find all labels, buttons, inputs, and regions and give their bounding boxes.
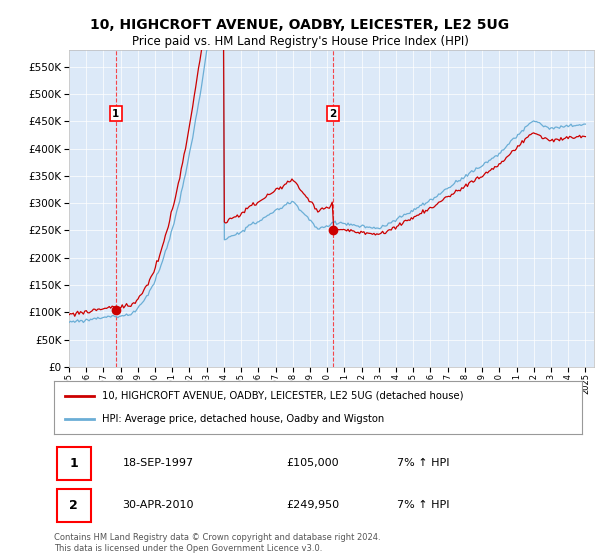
FancyBboxPatch shape: [56, 447, 91, 480]
Text: 10, HIGHCROFT AVENUE, OADBY, LEICESTER, LE2 5UG: 10, HIGHCROFT AVENUE, OADBY, LEICESTER, …: [91, 18, 509, 32]
Text: Contains HM Land Registry data © Crown copyright and database right 2024.
This d: Contains HM Land Registry data © Crown c…: [54, 533, 380, 553]
Text: 1: 1: [112, 109, 119, 119]
Text: 2: 2: [329, 109, 337, 119]
Text: £249,950: £249,950: [286, 501, 340, 510]
Text: 18-SEP-1997: 18-SEP-1997: [122, 459, 194, 468]
Text: 2: 2: [69, 499, 78, 512]
Text: 7% ↑ HPI: 7% ↑ HPI: [397, 501, 450, 510]
Text: HPI: Average price, detached house, Oadby and Wigston: HPI: Average price, detached house, Oadb…: [101, 414, 384, 424]
Text: 30-APR-2010: 30-APR-2010: [122, 501, 194, 510]
Text: 7% ↑ HPI: 7% ↑ HPI: [397, 459, 450, 468]
FancyBboxPatch shape: [56, 488, 91, 522]
Text: Price paid vs. HM Land Registry's House Price Index (HPI): Price paid vs. HM Land Registry's House …: [131, 35, 469, 49]
Text: £105,000: £105,000: [286, 459, 339, 468]
Text: 10, HIGHCROFT AVENUE, OADBY, LEICESTER, LE2 5UG (detached house): 10, HIGHCROFT AVENUE, OADBY, LEICESTER, …: [101, 391, 463, 401]
Text: 1: 1: [69, 457, 78, 470]
